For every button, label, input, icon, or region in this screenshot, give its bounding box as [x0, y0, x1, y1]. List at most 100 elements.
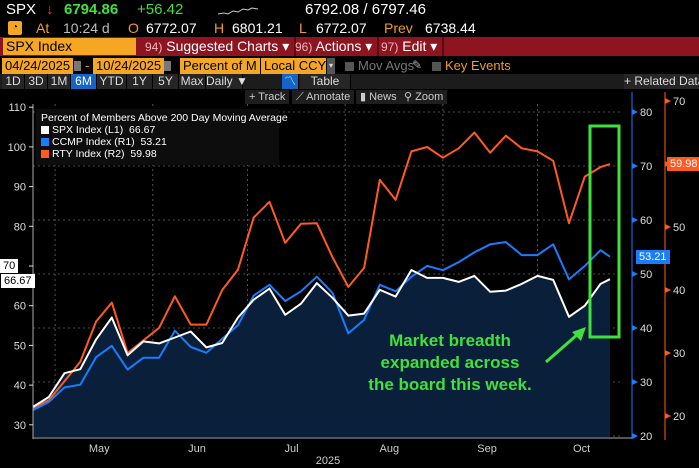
period-1m[interactable]: 1M [48, 74, 71, 89]
calendar-icon[interactable] [74, 61, 81, 71]
r1-axis-tick [632, 433, 638, 439]
r1-axis-tick-label: 70 [640, 161, 652, 173]
ccmp-last-tag: 53.21 [636, 250, 670, 264]
menu-number: 94) [145, 40, 163, 54]
start-date-input[interactable]: 04/24/2025 [2, 58, 74, 74]
x-axis-tick-label: Jun [188, 443, 206, 455]
related-data-button[interactable]: + Related Data [624, 74, 699, 89]
currency-select[interactable]: Local CCY [261, 58, 326, 74]
high-label: H [214, 20, 225, 36]
left-axis-tick-label: 100 [8, 142, 26, 154]
r1-axis-tick [632, 325, 638, 331]
x-axis-tick-label: Jul [285, 443, 299, 455]
menu-label: Actions ▾ [315, 38, 373, 54]
r1-axis-tick [632, 217, 638, 223]
x-axis-tick-label: Oct [573, 443, 590, 455]
period-max[interactable]: Max [179, 74, 206, 89]
legend-label: CCMP Index (R1) [52, 136, 135, 148]
r2-axis-tick [665, 287, 671, 293]
key-events-label: Key Events [445, 58, 511, 73]
legend-swatch [41, 138, 49, 146]
left-axis-tick-label: 60 [14, 301, 26, 313]
legend-item-spx[interactable]: SPX Index (L1) 66.67 [41, 124, 274, 136]
zoom-button[interactable]: ⚲ Zoom [400, 90, 448, 104]
suggested-charts-menu[interactable]: 94) Suggested Charts ▾ [140, 37, 297, 56]
r2-axis-tick [665, 350, 671, 356]
spx-last-tag: 66.67 [1, 274, 35, 288]
end-date-input[interactable]: 10/24/2025 [93, 58, 165, 74]
r2-axis-tick-label: 40 [673, 285, 685, 297]
legend-swatch [41, 126, 49, 134]
table-button[interactable]: Table [300, 74, 351, 89]
r1-axis-tick [632, 109, 638, 115]
open-value: 6772.07 [146, 20, 197, 36]
legend-label: RTY Index (R2) [52, 148, 125, 160]
actions-menu[interactable]: 96) Actions ▾ [290, 37, 380, 56]
legend-item-ccmp[interactable]: CCMP Index (R1) 53.21 [41, 136, 274, 148]
r2-axis-tick-label: 50 [673, 222, 685, 234]
sparkline-icon [218, 7, 258, 15]
bid-ask: 6792.08 / 6797.46 [305, 1, 426, 18]
chevron-down-icon[interactable]: ▾ [327, 58, 335, 74]
low-label: L [299, 20, 307, 36]
left-axis-tick-label: 30 [14, 420, 26, 432]
news-button[interactable]: ▮ News [356, 90, 401, 104]
r1-axis-tick [632, 379, 638, 385]
r1-axis-tick [632, 271, 638, 277]
legend-swatch [41, 150, 49, 158]
x-axis-tick-label: Sep [477, 443, 497, 455]
menu-number: 96) [295, 40, 313, 54]
arrowhead-icon [572, 327, 586, 341]
highlight-box [588, 124, 621, 339]
period-ytd[interactable]: YTD [97, 74, 127, 89]
gauge-icon[interactable]: ◔ [8, 21, 22, 35]
period-3d[interactable]: 3D [25, 74, 48, 89]
left-axis-tick-label: 80 [14, 221, 26, 233]
r1-axis-tick-label: 40 [640, 323, 652, 335]
period-5y[interactable]: 5Y [153, 74, 179, 89]
rty-last-tag: 59.98 [667, 157, 699, 171]
field-select[interactable]: Percent of M [180, 58, 260, 74]
mov-avgs-checkbox[interactable] [345, 62, 354, 71]
period-1y[interactable]: 1Y [127, 74, 153, 89]
r1-axis-tick-label: 30 [640, 377, 652, 389]
x-axis-tick-label: Aug [379, 443, 399, 455]
r2-axis-tick-label: 20 [673, 411, 685, 423]
security-input[interactable]: SPX Index [3, 38, 136, 55]
last-price: 6794.86 [64, 1, 119, 18]
annotation-line: expanded across [380, 353, 520, 372]
key-events-checkbox[interactable] [432, 62, 441, 71]
period-6m[interactable]: 6M [71, 74, 97, 89]
annotate-button[interactable]: ⟋ Annotate [292, 90, 355, 104]
line-chart-icon[interactable]: 〽 [282, 74, 299, 89]
spx-area-fill [33, 270, 610, 437]
r2-axis-tick [665, 224, 671, 230]
annotation-line: Market breadth [389, 331, 511, 350]
chart-legend: Percent of Members Above 200 Day Moving … [36, 109, 288, 165]
period-1d[interactable]: 1D [2, 74, 25, 89]
menu-label: Suggested Charts ▾ [166, 38, 290, 54]
frequency-select[interactable]: Daily ▼ [206, 74, 248, 89]
r1-axis-tick-label: 50 [640, 269, 652, 281]
legend-value: 59.98 [130, 148, 157, 160]
x-axis-year-label: 2025 [316, 455, 340, 467]
r1-axis-tick [632, 163, 638, 169]
left-axis-tick-label: 90 [14, 182, 26, 194]
track-button[interactable]: + Track [245, 90, 290, 104]
net-change: +56.42 [137, 1, 184, 18]
prev-value: 6738.44 [425, 20, 476, 36]
left-axis-tick-label: 50 [14, 340, 26, 352]
at-label: At [36, 20, 50, 36]
legend-item-rty[interactable]: RTY Index (R2) 59.98 [41, 148, 274, 160]
ticker: SPX [6, 1, 37, 18]
legend-title: Percent of Members Above 200 Day Moving … [41, 112, 288, 124]
annotation-arrow [545, 332, 579, 364]
edit-menu[interactable]: 97) Edit ▾ [376, 37, 445, 56]
legend-value: 66.67 [129, 124, 156, 136]
pencil-icon[interactable]: ✎ [412, 58, 423, 72]
calendar-icon[interactable] [164, 61, 171, 71]
rty-line [32, 131, 611, 409]
ccmp-line [32, 241, 611, 411]
menu-label: Edit ▾ [402, 38, 438, 54]
